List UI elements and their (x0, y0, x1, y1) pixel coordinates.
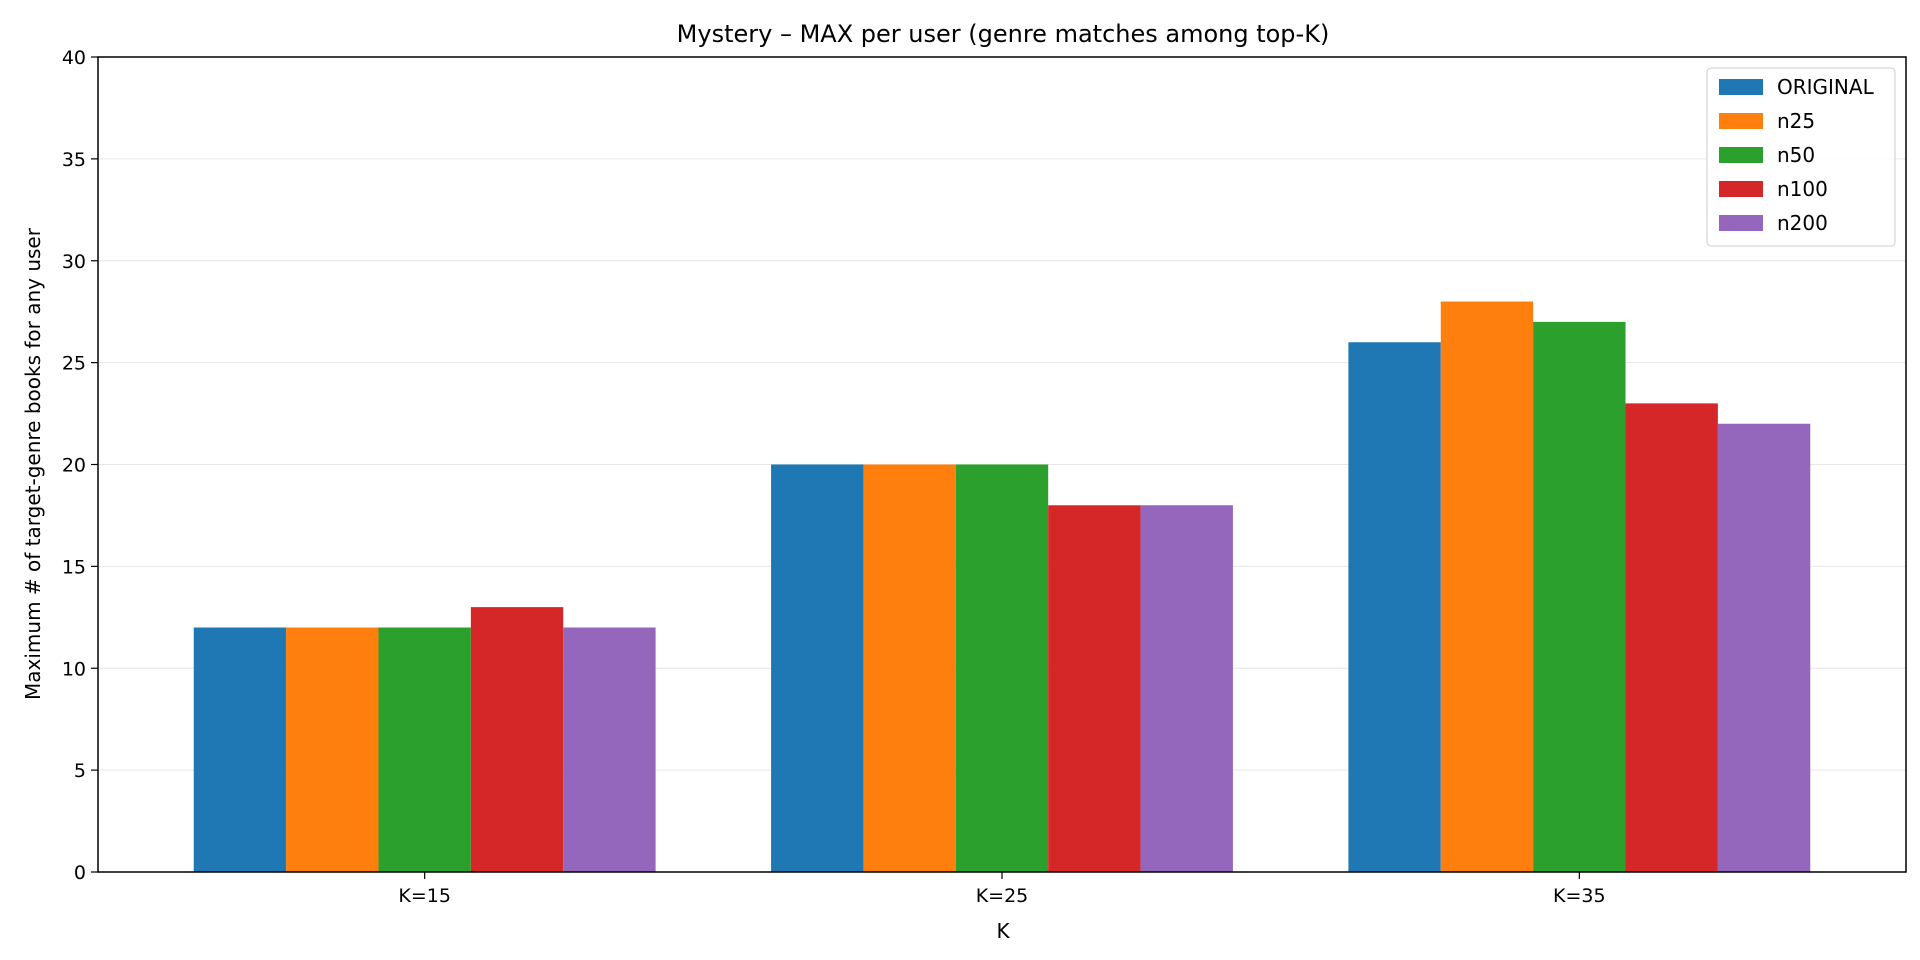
bar-original-k25 (771, 464, 864, 872)
bars-group (193, 301, 1811, 872)
bar-original-k35 (1348, 342, 1441, 872)
x-tick-label: K=25 (976, 885, 1029, 907)
legend: ORIGINAL n25 n50 n100 n200 (1706, 67, 1896, 247)
bar-n50-k35 (1533, 321, 1626, 872)
bar-n25-k35 (1440, 301, 1534, 872)
bar-n50-k15 (378, 627, 471, 872)
legend-swatch-n100 (1719, 181, 1763, 197)
chart-title: Mystery – MAX per user (genre matches am… (677, 20, 1330, 48)
bar-n50-k25 (955, 464, 1049, 872)
y-tick-label: 10 (62, 658, 86, 680)
y-tick-label: 5 (74, 760, 86, 782)
y-axis-ticks: 0 5 10 15 20 25 30 35 40 (62, 47, 98, 884)
bar-n25-k15 (286, 627, 379, 872)
legend-swatch-original (1719, 79, 1763, 95)
legend-label-n200: n200 (1777, 211, 1828, 235)
legend-swatch-n25 (1719, 113, 1763, 129)
y-tick-label: 25 (62, 353, 86, 375)
bar-n100-k25 (1048, 505, 1141, 872)
bar-original-k15 (193, 627, 287, 872)
x-axis-ticks: K=15 K=25 K=35 (398, 872, 1606, 907)
x-tick-label: K=35 (1553, 885, 1606, 907)
bar-n25-k25 (863, 464, 956, 872)
y-tick-label: 40 (62, 47, 86, 69)
legend-swatch-n50 (1719, 147, 1763, 163)
bar-n200-k35 (1717, 423, 1811, 872)
y-tick-label: 20 (62, 455, 86, 477)
legend-label-n100: n100 (1777, 177, 1828, 201)
legend-label-original: ORIGINAL (1777, 75, 1875, 99)
y-tick-label: 0 (74, 862, 86, 884)
x-axis-label: K (996, 919, 1010, 943)
legend-box (1706, 67, 1896, 247)
y-tick-label: 35 (62, 149, 86, 171)
legend-label-n25: n25 (1777, 109, 1815, 133)
bar-n100-k15 (470, 607, 564, 872)
bar-n200-k15 (563, 627, 656, 872)
bar-n100-k35 (1625, 403, 1718, 872)
legend-swatch-n200 (1719, 215, 1763, 231)
x-tick-label: K=15 (398, 885, 451, 907)
bar-n200-k25 (1140, 505, 1233, 872)
y-tick-label: 15 (62, 556, 86, 578)
y-axis-label: Maximum # of target-genre books for any … (21, 227, 45, 700)
y-tick-label: 30 (62, 251, 86, 273)
legend-label-n50: n50 (1777, 143, 1815, 167)
